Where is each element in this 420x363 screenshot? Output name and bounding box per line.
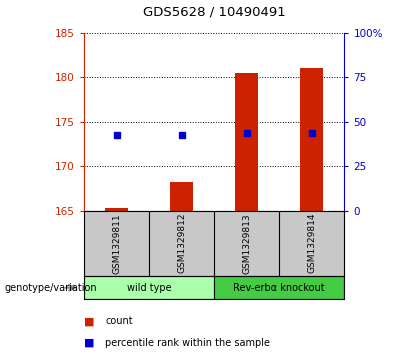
Text: ■: ■ xyxy=(84,316,94,326)
Bar xyxy=(170,182,193,211)
Text: count: count xyxy=(105,316,133,326)
Text: genotype/variation: genotype/variation xyxy=(4,283,97,293)
Bar xyxy=(84,276,214,299)
Bar xyxy=(300,68,323,211)
Text: GSM1329813: GSM1329813 xyxy=(242,213,251,274)
Text: GSM1329812: GSM1329812 xyxy=(177,213,186,273)
Text: ■: ■ xyxy=(84,338,94,348)
Text: GDS5628 / 10490491: GDS5628 / 10490491 xyxy=(143,5,286,18)
Bar xyxy=(214,276,344,299)
Bar xyxy=(235,73,258,211)
Text: percentile rank within the sample: percentile rank within the sample xyxy=(105,338,270,348)
Text: GSM1329814: GSM1329814 xyxy=(307,213,316,273)
Text: wild type: wild type xyxy=(127,283,171,293)
Bar xyxy=(105,208,128,211)
Text: Rev-erbα knockout: Rev-erbα knockout xyxy=(234,283,325,293)
Text: GSM1329811: GSM1329811 xyxy=(112,213,121,274)
